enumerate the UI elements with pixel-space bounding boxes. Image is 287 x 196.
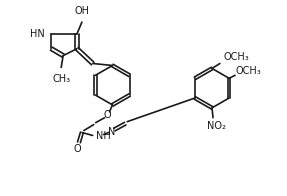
Text: OCH₃: OCH₃ (236, 66, 262, 76)
Text: O: O (104, 110, 111, 120)
Text: CH₃: CH₃ (52, 74, 70, 84)
Text: NO₂: NO₂ (207, 121, 225, 131)
Text: NH: NH (96, 132, 110, 142)
Text: OCH₃: OCH₃ (224, 52, 249, 62)
Text: OH: OH (74, 6, 89, 16)
Text: O: O (73, 144, 81, 154)
Text: HN: HN (30, 29, 44, 39)
Text: N: N (108, 127, 115, 137)
